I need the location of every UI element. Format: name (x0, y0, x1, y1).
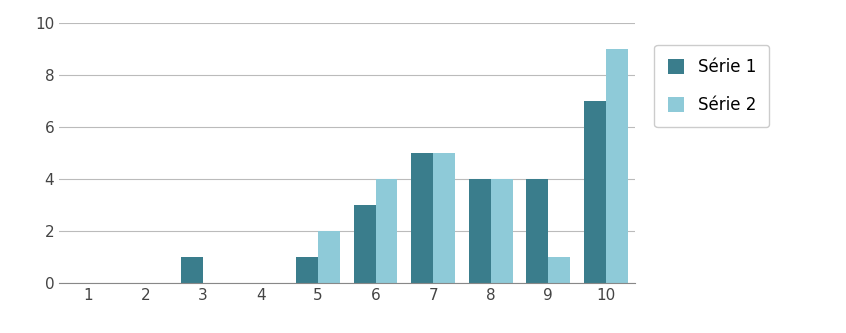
Bar (354, 205, 376, 283)
Bar (606, 49, 628, 283)
Bar (318, 231, 340, 283)
Bar (296, 257, 318, 283)
Bar (469, 179, 491, 283)
Bar (411, 153, 433, 283)
Bar (548, 257, 570, 283)
Bar (433, 153, 455, 283)
Bar (526, 179, 548, 283)
Bar (181, 257, 203, 283)
Legend: Série 1, Série 2: Série 1, Série 2 (654, 45, 769, 127)
Bar (584, 101, 606, 283)
Bar (376, 179, 398, 283)
Bar (491, 179, 513, 283)
